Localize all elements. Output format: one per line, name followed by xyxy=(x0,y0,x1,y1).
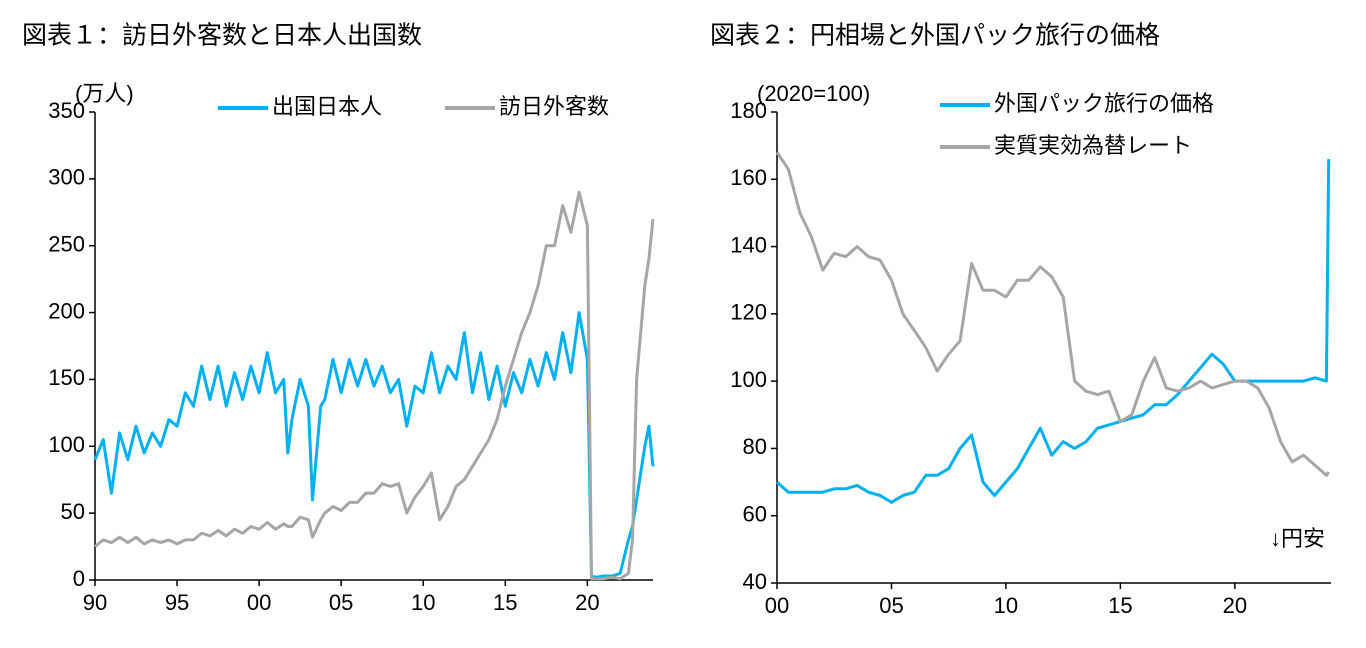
y-tick-label: 250 xyxy=(48,232,85,257)
line-series xyxy=(93,311,655,579)
y-tick-label: 80 xyxy=(743,434,767,459)
line-series xyxy=(776,159,1331,504)
y-tick-label: 50 xyxy=(61,499,85,524)
x-tick-label: 10 xyxy=(411,590,435,615)
line-series xyxy=(775,151,1330,477)
x-tick-label: 20 xyxy=(1223,593,1247,618)
y-tick-label: 40 xyxy=(743,569,767,594)
x-tick-label: 90 xyxy=(83,590,107,615)
legend-label: 出国日本人 xyxy=(272,94,382,119)
legend-label: 訪日外客数 xyxy=(499,94,609,119)
x-tick-label: 15 xyxy=(493,590,517,615)
y-tick-label: 120 xyxy=(730,300,767,325)
y-tick-label: 200 xyxy=(48,298,85,323)
y-axis-label: (2020=100) xyxy=(757,81,870,106)
line-series xyxy=(94,190,655,581)
x-tick-label: 05 xyxy=(879,593,903,618)
annotation: ↓円安 xyxy=(1270,526,1325,551)
y-tick-label: 100 xyxy=(48,432,85,457)
x-tick-label: 20 xyxy=(575,590,599,615)
y-tick-label: 150 xyxy=(48,365,85,390)
y-tick-label: 180 xyxy=(730,98,767,123)
legend-label: 実質実効為替レート xyxy=(994,133,1192,158)
y-tick-label: 300 xyxy=(48,165,85,190)
y-tick-label: 350 xyxy=(48,98,85,123)
y-tick-label: 60 xyxy=(743,502,767,527)
x-tick-label: 05 xyxy=(329,590,353,615)
y-tick-label: 100 xyxy=(730,367,767,392)
y-tick-label: 140 xyxy=(730,232,767,257)
x-tick-label: 00 xyxy=(765,593,789,618)
legend-label: 外国パック旅行の価格 xyxy=(994,91,1214,116)
x-tick-label: 15 xyxy=(1108,593,1132,618)
x-tick-label: 00 xyxy=(247,590,271,615)
chart-title: 図表１：訪日外客数と日本人出国数 xyxy=(22,22,422,50)
x-tick-label: 95 xyxy=(165,590,189,615)
y-tick-label: 0 xyxy=(73,566,85,591)
y-tick-label: 160 xyxy=(730,165,767,190)
chart-title: 図表２：円相場と外国パック旅行の価格 xyxy=(710,22,1160,50)
x-tick-label: 10 xyxy=(994,593,1018,618)
y-axis-label: (万人) xyxy=(75,81,134,106)
